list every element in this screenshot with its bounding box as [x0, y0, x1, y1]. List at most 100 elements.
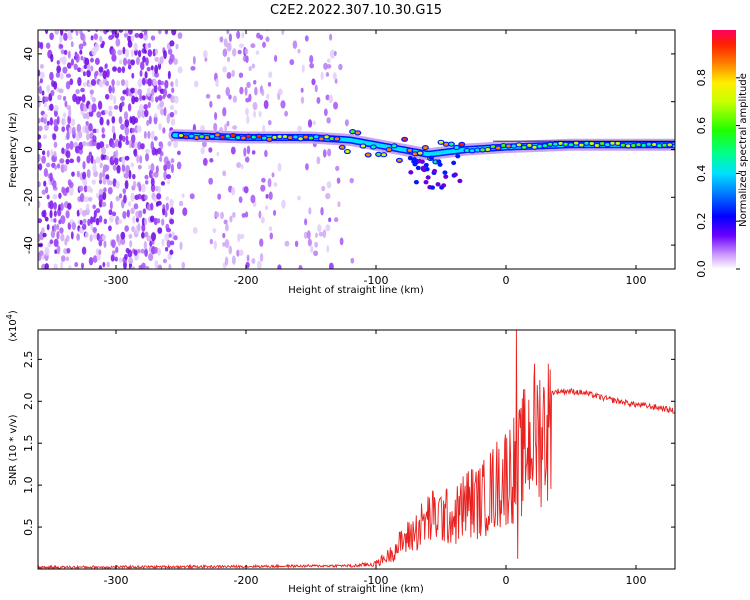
spectrogram-cell [42, 134, 48, 139]
spectrogram-cell [236, 249, 240, 257]
spectrogram-cell [112, 132, 116, 141]
spectrogram-cell [68, 186, 74, 196]
spectrogram-cell [258, 210, 262, 219]
spectrogram-cell [150, 65, 154, 71]
spectrogram-cell [132, 215, 136, 224]
spectrogram-cell [254, 86, 258, 96]
spectrogram-cell [66, 62, 72, 69]
spectrogram-cell [77, 67, 82, 73]
spectrogram-cell [121, 66, 126, 74]
spectrogram-cell [115, 246, 119, 254]
carrier-blob [412, 152, 418, 156]
spectrogram-cell [141, 262, 146, 269]
spectrogram-cell [118, 59, 123, 65]
spectrogram-cell [68, 264, 72, 269]
y-tick-label: 0 [22, 146, 35, 153]
spectrogram-cell [82, 218, 87, 224]
spectrogram-cell [81, 223, 87, 230]
spectrogram-cell [252, 101, 258, 111]
carrier-blob [355, 131, 360, 135]
spectrogram-cell [166, 239, 171, 248]
x-tick-label: -100 [364, 274, 389, 287]
spectrogram-cell [92, 128, 98, 134]
spectrogram-cell [222, 48, 228, 57]
spectrogram-cell [111, 79, 115, 87]
spectrogram-cell [121, 155, 126, 165]
spectrogram-cell [169, 218, 175, 225]
spectrogram-cell [224, 256, 229, 266]
spectrogram-cell [163, 164, 168, 172]
spectrogram-cell [41, 150, 46, 156]
spectrogram-cell [163, 50, 167, 60]
spectrogram-cell [104, 109, 109, 115]
spectrogram-cell [268, 191, 273, 201]
carrier-blob [246, 134, 251, 138]
spectrogram-cell [124, 119, 130, 128]
spectrogram-cell [102, 191, 107, 201]
y-tick-label: 2.5 [22, 351, 35, 369]
spectrogram-cell [99, 116, 104, 126]
spectrogram-cell [122, 46, 126, 55]
spectrogram-cell [156, 200, 162, 206]
spectrogram-cell [226, 30, 230, 35]
spectrogram-cell [264, 205, 269, 211]
spectrogram-cell [297, 125, 303, 132]
spectrogram-cell [44, 30, 49, 35]
spectrogram-cell [231, 255, 236, 265]
carrier-blob [537, 144, 542, 148]
spectrogram-cell [164, 79, 169, 89]
spectrogram-cell [53, 238, 59, 248]
carrier-blob [464, 148, 470, 152]
spectrogram-cell [44, 263, 49, 269]
spectrogram-cell [111, 85, 115, 94]
spectrogram-cell [176, 161, 182, 170]
spectrogram-cell [305, 163, 309, 171]
colorbar-label: Normalized spectral amplitude [738, 73, 749, 227]
spectrogram-cell [121, 163, 126, 172]
spectrogram-cell [65, 73, 72, 78]
spectrogram-cell [217, 193, 222, 200]
spectrogram-cell [39, 231, 45, 241]
carrier-blob [303, 135, 308, 139]
spectrogram-cell [60, 30, 64, 36]
spectrogram-cell [105, 144, 109, 149]
spectrogram-cell [53, 218, 57, 223]
spectrogram-cell [148, 164, 151, 170]
spectrogram-cell [213, 240, 217, 250]
spectrogram-cell [223, 38, 228, 47]
spectrogram-cell [239, 86, 244, 95]
spectrogram-cell [109, 215, 114, 223]
spectrogram-cell [150, 202, 154, 211]
spectrogram-cell [49, 117, 54, 126]
spectrogram-cell [127, 249, 133, 258]
spectrogram-cell [113, 105, 119, 110]
spectrogram-cell [336, 177, 341, 184]
spectrogram-cell [144, 248, 148, 257]
spectrogram-cell [304, 218, 308, 226]
spectrogram-cell [157, 247, 162, 256]
spectrogram-cell [106, 119, 110, 126]
spectrogram-cell [309, 54, 314, 64]
spectrogram-cell [216, 151, 220, 157]
spectrogram-cell [156, 193, 162, 200]
spectrogram-cell [117, 236, 122, 246]
spectrogram-cell [130, 207, 135, 215]
spectrogram-cell [60, 233, 65, 242]
spectrogram-cell [96, 128, 100, 134]
spectrogram-cell [263, 99, 269, 110]
spectrogram-cell [327, 148, 332, 157]
spectrogram-cell [124, 225, 130, 232]
spectrogram-cell [231, 69, 235, 78]
spectrogram-cell [39, 78, 43, 84]
spectrogram-cell [50, 149, 54, 156]
spectrogram-cell [156, 218, 161, 224]
carrier-tail-blob [455, 153, 461, 159]
y-tick-label: 0.5 [22, 518, 35, 536]
spectrogram-cell [253, 79, 257, 85]
spectrogram-cell [91, 103, 97, 113]
spectrogram-cell [146, 87, 151, 97]
spectrogram-cell [60, 255, 66, 262]
spectrogram-cell [306, 230, 311, 240]
spectrogram-cell [237, 49, 242, 55]
carrier-blob [262, 136, 267, 140]
